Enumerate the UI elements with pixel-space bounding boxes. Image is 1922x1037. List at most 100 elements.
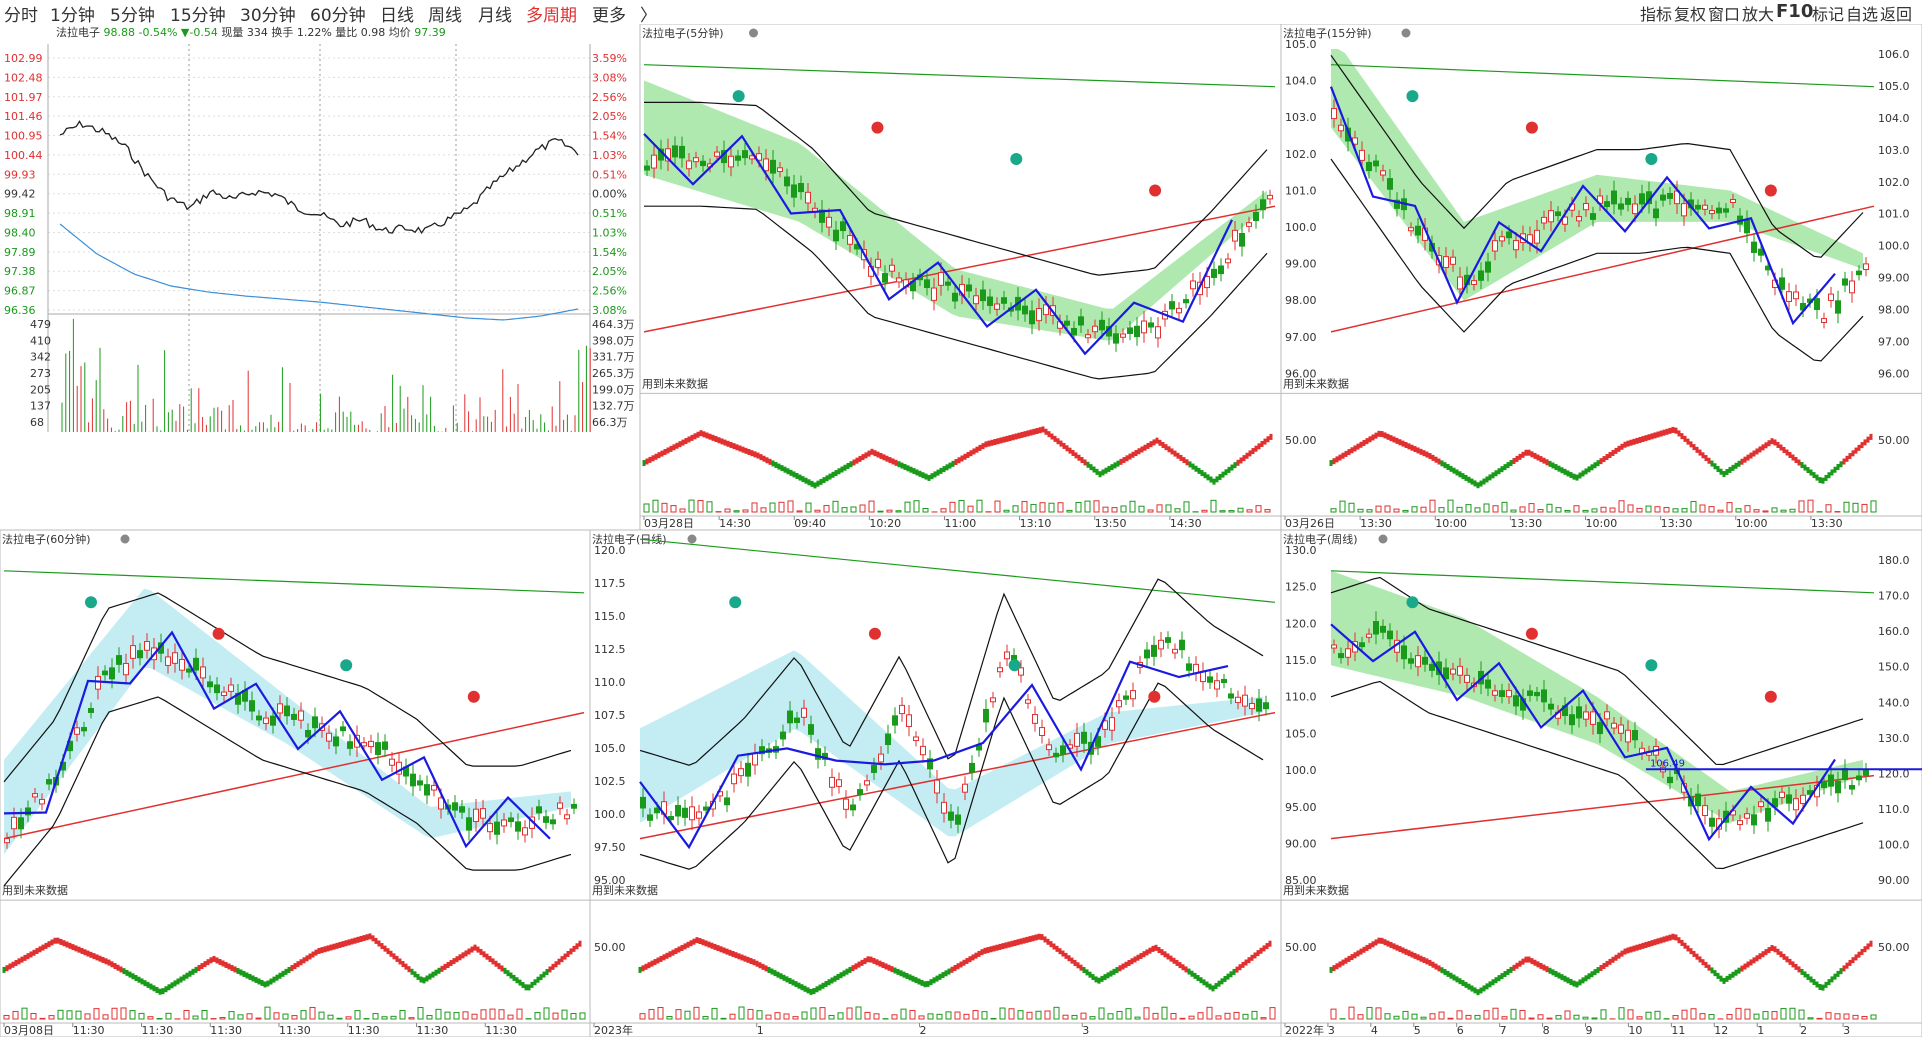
price-tick: 96.87 xyxy=(4,285,36,298)
candle xyxy=(410,773,416,787)
osc-bar xyxy=(1384,1013,1391,1020)
x-tick: 11:30 xyxy=(142,1024,174,1037)
osc-bar xyxy=(1147,509,1154,513)
osc-bar xyxy=(1672,1015,1679,1020)
candle xyxy=(819,209,825,223)
candle xyxy=(1246,222,1252,227)
osc-bar xyxy=(21,1007,28,1020)
y-tick-right: 102.0 xyxy=(1878,176,1910,189)
candle xyxy=(1345,648,1351,658)
candle xyxy=(1506,231,1512,239)
osc-bar xyxy=(1492,505,1499,513)
osc-bar xyxy=(543,1007,550,1020)
candle xyxy=(1499,690,1505,698)
tab-5[interactable]: 60分钟 xyxy=(310,6,366,26)
candle xyxy=(1527,690,1533,696)
candle xyxy=(987,296,993,306)
tab-7[interactable]: 周线 xyxy=(428,6,462,26)
candle xyxy=(1190,280,1196,290)
candle xyxy=(1144,649,1150,659)
candle xyxy=(312,716,318,729)
osc-bar xyxy=(1681,1009,1688,1020)
osc-bar xyxy=(1057,502,1064,513)
tab-3[interactable]: 15分钟 xyxy=(170,6,226,26)
tool-0[interactable]: 指标 xyxy=(1640,5,1673,24)
osc-bar xyxy=(1600,506,1607,513)
price-tick: 99.42 xyxy=(4,188,36,201)
candle xyxy=(686,160,692,170)
candle xyxy=(1457,665,1463,676)
osc-bar xyxy=(1771,1011,1778,1020)
candle xyxy=(1849,280,1855,294)
upper-envelope xyxy=(639,578,1264,766)
x-tick: 11:30 xyxy=(348,1024,380,1037)
osc-bar xyxy=(1564,510,1571,513)
candle xyxy=(682,807,688,818)
tab-2[interactable]: 5分钟 xyxy=(110,6,155,26)
candle xyxy=(494,821,500,835)
x-tick: 03月08日 xyxy=(4,1024,54,1037)
osc-bar xyxy=(3,1014,10,1020)
tool-2[interactable]: 窗口 xyxy=(1708,5,1741,24)
osc-bar xyxy=(1269,1007,1276,1020)
candle xyxy=(1821,318,1827,323)
signal-icon xyxy=(467,690,480,703)
candle xyxy=(277,703,283,714)
candle xyxy=(966,284,972,292)
candle xyxy=(1632,203,1638,215)
tab-0[interactable]: 分时 xyxy=(4,6,38,26)
tool-4[interactable]: F10 xyxy=(1776,1,1814,22)
candle xyxy=(1211,268,1217,278)
y-tick-right: 104.0 xyxy=(1878,112,1910,125)
osc-bar xyxy=(534,1012,541,1020)
candle xyxy=(787,710,793,724)
tab-1[interactable]: 1分钟 xyxy=(50,6,95,26)
intraday-header: 法拉电子 98.88 -0.54% ▼-0.54 现量 334 换手 1.22%… xyxy=(56,25,446,39)
osc-bar xyxy=(1690,500,1697,513)
osc-bar xyxy=(805,502,812,513)
tool-5[interactable]: 标记 xyxy=(1812,5,1845,24)
osc-bar xyxy=(1807,1017,1814,1020)
candle xyxy=(1450,256,1456,265)
candle xyxy=(1074,732,1080,747)
candle xyxy=(906,714,912,727)
x-tick: 7 xyxy=(1500,1024,1507,1037)
tab-8[interactable]: 月线 xyxy=(478,6,512,26)
osc-bar xyxy=(819,1007,826,1020)
multi-period-chart-area[interactable]: 法拉电子 98.88 -0.54% ▼-0.54 现量 334 换手 1.22%… xyxy=(0,24,1922,1037)
candle xyxy=(452,802,458,811)
candle xyxy=(543,816,549,823)
tool-1[interactable]: 复权 xyxy=(1674,5,1707,24)
osc-bar xyxy=(1201,509,1208,513)
osc-bar xyxy=(949,501,956,513)
candle xyxy=(1450,668,1456,675)
osc-bar xyxy=(48,1015,55,1020)
candle xyxy=(1835,300,1841,314)
tool-6[interactable]: 自选 xyxy=(1846,5,1879,24)
osc-bar xyxy=(1591,508,1598,513)
candle xyxy=(25,807,31,816)
candle xyxy=(1751,241,1757,253)
candle xyxy=(1604,201,1610,208)
tab-6[interactable]: 日线 xyxy=(380,6,414,26)
candle xyxy=(1148,322,1154,328)
signal-icon xyxy=(868,627,881,640)
price-tick: 101.97 xyxy=(4,91,43,104)
osc-bar xyxy=(1330,1008,1337,1020)
tool-3[interactable]: 放大 xyxy=(1742,5,1775,24)
tool-7[interactable]: 返回 xyxy=(1880,5,1913,24)
tab-9[interactable]: 多周期 xyxy=(526,6,577,26)
candle xyxy=(1779,277,1785,290)
y-tick-right: 98.00 xyxy=(1878,304,1910,317)
y-tick: 100.0 xyxy=(1285,221,1317,234)
candle xyxy=(256,715,262,721)
x-tick: 2 xyxy=(920,1024,927,1037)
candle xyxy=(1513,240,1519,251)
tab-10[interactable]: 更多 xyxy=(592,6,626,26)
tab-4[interactable]: 30分钟 xyxy=(240,6,296,26)
osc-bar xyxy=(1161,1006,1168,1020)
tab-11[interactable]: 〉 xyxy=(640,6,657,26)
panel-title: 法拉电子(60分钟) xyxy=(2,532,91,546)
candle xyxy=(1534,691,1540,697)
candle xyxy=(137,650,143,659)
